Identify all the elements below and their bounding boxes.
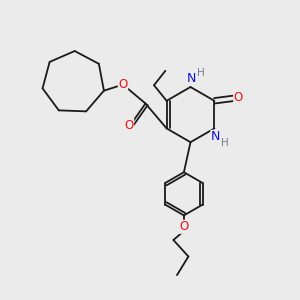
Text: H: H [221, 138, 229, 148]
Text: O: O [179, 220, 188, 233]
Text: N: N [211, 130, 220, 143]
Text: O: O [124, 118, 134, 132]
Text: O: O [234, 91, 243, 104]
Text: O: O [118, 78, 127, 91]
Text: N: N [187, 72, 196, 85]
Text: H: H [197, 68, 205, 78]
